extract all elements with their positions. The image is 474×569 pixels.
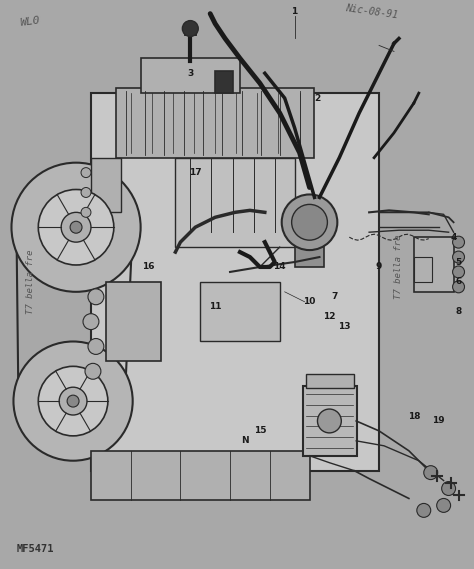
Circle shape (292, 204, 328, 240)
Circle shape (83, 314, 99, 329)
Text: T7 bella fre: T7 bella fre (27, 249, 36, 314)
Bar (295, 237, 324, 267)
Text: 8: 8 (456, 307, 462, 316)
Circle shape (453, 236, 465, 248)
Circle shape (318, 409, 341, 433)
Bar (91, 93, 379, 471)
Bar (175, 158, 295, 247)
Circle shape (424, 465, 438, 480)
Circle shape (437, 498, 451, 512)
Circle shape (61, 212, 91, 242)
Text: 1: 1 (292, 7, 298, 16)
Text: 16: 16 (142, 262, 155, 271)
Bar (302, 386, 357, 456)
Text: WL0: WL0 (19, 15, 41, 27)
Bar (215, 71, 233, 93)
Text: N: N (241, 436, 249, 446)
Circle shape (81, 168, 91, 178)
Text: 17: 17 (189, 168, 201, 177)
Text: 2: 2 (314, 93, 320, 102)
Circle shape (59, 387, 87, 415)
Circle shape (38, 189, 114, 265)
Bar (306, 374, 354, 388)
Circle shape (85, 364, 101, 380)
Text: 15: 15 (254, 426, 266, 435)
Bar (200, 282, 280, 341)
Circle shape (453, 251, 465, 263)
Text: 11: 11 (209, 302, 221, 311)
Bar (414, 237, 454, 292)
Text: 10: 10 (303, 297, 316, 306)
Circle shape (70, 221, 82, 233)
Text: 3: 3 (187, 69, 193, 78)
Circle shape (11, 163, 141, 292)
Bar (116, 88, 314, 158)
Circle shape (67, 395, 79, 407)
Circle shape (88, 339, 104, 354)
Circle shape (182, 20, 198, 36)
Circle shape (81, 188, 91, 197)
Circle shape (38, 366, 108, 436)
Text: 9: 9 (376, 262, 382, 271)
Text: 12: 12 (323, 312, 336, 321)
Bar (414, 257, 432, 282)
Bar (91, 158, 121, 212)
Text: 13: 13 (338, 322, 351, 331)
Bar (141, 59, 240, 93)
Text: 5: 5 (456, 258, 462, 266)
Text: 6: 6 (456, 277, 462, 286)
Text: T7 bella fre: T7 bella fre (394, 234, 403, 299)
Bar (106, 282, 161, 361)
Circle shape (442, 481, 456, 496)
Circle shape (13, 341, 133, 461)
Circle shape (417, 504, 431, 517)
Text: 18: 18 (408, 411, 420, 420)
Text: Nic-08-91: Nic-08-91 (344, 3, 398, 20)
Bar (91, 451, 310, 501)
Text: 7: 7 (331, 292, 337, 302)
Circle shape (282, 195, 337, 250)
Text: 4: 4 (450, 233, 457, 242)
Circle shape (81, 207, 91, 217)
Circle shape (88, 289, 104, 305)
Text: MF5471: MF5471 (17, 544, 54, 554)
Text: 19: 19 (432, 417, 445, 426)
Text: 14: 14 (273, 262, 286, 271)
Circle shape (453, 281, 465, 293)
Circle shape (453, 266, 465, 278)
